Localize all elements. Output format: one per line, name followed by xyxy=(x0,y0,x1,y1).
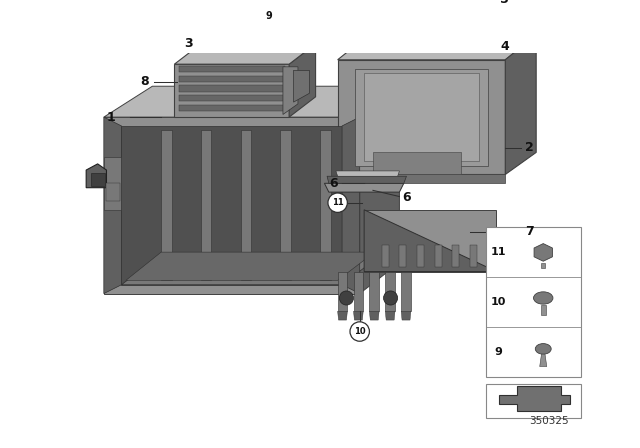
Polygon shape xyxy=(355,69,488,166)
Polygon shape xyxy=(385,311,395,320)
Polygon shape xyxy=(161,130,172,280)
Polygon shape xyxy=(369,311,379,320)
Polygon shape xyxy=(382,245,389,267)
Text: 11: 11 xyxy=(332,198,344,207)
Polygon shape xyxy=(399,245,406,267)
Polygon shape xyxy=(104,86,399,117)
Polygon shape xyxy=(541,263,545,268)
Polygon shape xyxy=(91,172,105,186)
Polygon shape xyxy=(506,35,536,174)
Polygon shape xyxy=(338,174,506,183)
Polygon shape xyxy=(126,252,374,280)
Polygon shape xyxy=(302,35,311,49)
Polygon shape xyxy=(353,311,364,320)
Polygon shape xyxy=(175,44,316,64)
Polygon shape xyxy=(338,271,348,311)
Polygon shape xyxy=(122,256,380,285)
Polygon shape xyxy=(214,35,223,49)
Polygon shape xyxy=(360,86,399,293)
Polygon shape xyxy=(369,271,379,311)
Bar xyxy=(486,384,581,418)
Polygon shape xyxy=(104,117,360,293)
Polygon shape xyxy=(294,70,309,102)
Ellipse shape xyxy=(535,344,551,354)
Text: 2: 2 xyxy=(525,142,534,155)
Polygon shape xyxy=(534,244,552,261)
Text: 7: 7 xyxy=(525,225,534,238)
Text: 350325: 350325 xyxy=(530,416,569,426)
Polygon shape xyxy=(179,86,285,91)
Bar xyxy=(486,228,581,377)
Polygon shape xyxy=(179,95,285,101)
Polygon shape xyxy=(214,44,302,49)
Polygon shape xyxy=(283,67,298,115)
Polygon shape xyxy=(401,311,411,320)
Circle shape xyxy=(328,193,348,212)
Ellipse shape xyxy=(534,292,553,304)
Polygon shape xyxy=(338,311,348,320)
Ellipse shape xyxy=(412,26,424,30)
Text: 10: 10 xyxy=(490,297,506,307)
Polygon shape xyxy=(364,210,497,271)
Polygon shape xyxy=(104,117,122,293)
Text: 10: 10 xyxy=(354,327,365,336)
Polygon shape xyxy=(435,245,442,267)
Polygon shape xyxy=(401,271,411,311)
Polygon shape xyxy=(241,130,251,280)
Polygon shape xyxy=(175,64,289,117)
Polygon shape xyxy=(373,152,461,174)
Polygon shape xyxy=(289,44,316,117)
Polygon shape xyxy=(411,31,426,44)
Polygon shape xyxy=(417,245,424,267)
Polygon shape xyxy=(179,76,285,82)
Polygon shape xyxy=(280,130,291,280)
Polygon shape xyxy=(327,176,406,183)
Polygon shape xyxy=(470,245,477,267)
Polygon shape xyxy=(324,183,404,192)
Polygon shape xyxy=(104,157,122,210)
Text: 6: 6 xyxy=(329,177,338,190)
Polygon shape xyxy=(201,130,211,280)
Polygon shape xyxy=(364,73,479,161)
Text: 6: 6 xyxy=(402,191,411,204)
Text: 5: 5 xyxy=(500,0,509,6)
Polygon shape xyxy=(364,210,497,271)
Polygon shape xyxy=(336,171,399,176)
Polygon shape xyxy=(540,354,547,366)
Text: 3: 3 xyxy=(184,37,193,50)
Polygon shape xyxy=(541,305,546,315)
Polygon shape xyxy=(353,271,364,311)
Text: 4: 4 xyxy=(500,40,509,53)
Polygon shape xyxy=(218,42,298,47)
Polygon shape xyxy=(106,183,120,201)
Circle shape xyxy=(350,322,369,341)
Polygon shape xyxy=(320,130,331,280)
Polygon shape xyxy=(415,0,433,16)
Polygon shape xyxy=(338,60,506,174)
Polygon shape xyxy=(179,105,285,111)
Circle shape xyxy=(259,6,278,26)
Text: 9: 9 xyxy=(266,11,272,21)
Polygon shape xyxy=(338,35,536,60)
Text: 8: 8 xyxy=(140,75,149,88)
Text: 9: 9 xyxy=(494,347,502,358)
Polygon shape xyxy=(122,126,342,285)
Circle shape xyxy=(383,291,397,305)
Polygon shape xyxy=(385,271,395,311)
Circle shape xyxy=(339,291,353,305)
Polygon shape xyxy=(179,66,285,72)
Polygon shape xyxy=(86,164,106,188)
Polygon shape xyxy=(452,245,460,267)
Text: 1: 1 xyxy=(106,111,115,124)
Ellipse shape xyxy=(407,23,429,33)
Polygon shape xyxy=(342,117,360,293)
Text: 11: 11 xyxy=(490,247,506,258)
Polygon shape xyxy=(499,386,570,411)
